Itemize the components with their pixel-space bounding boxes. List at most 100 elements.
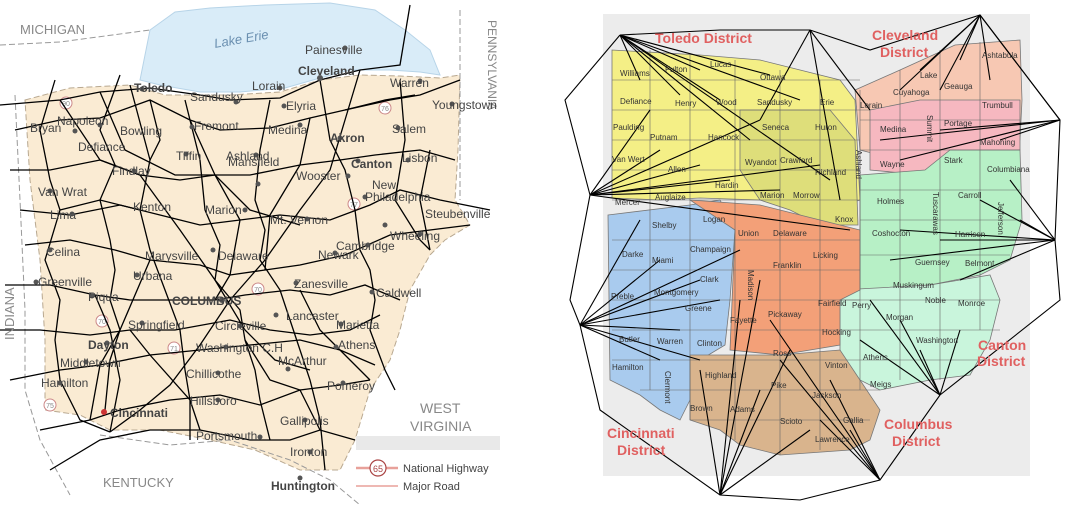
right-ohio-district-map: Toledo District Cleveland District Cinci… bbox=[564, 14, 1061, 501]
city-label: Kenton bbox=[133, 200, 171, 214]
county-label: Paulding bbox=[613, 123, 644, 132]
county-label: Gallia bbox=[843, 416, 864, 425]
county-label: Hocking bbox=[822, 328, 851, 337]
county-label: Champaign bbox=[690, 245, 731, 254]
svg-text:71: 71 bbox=[170, 346, 178, 353]
city-label: Lancaster bbox=[286, 309, 339, 323]
county-label: Williams bbox=[620, 69, 650, 78]
county-label: Holmes bbox=[877, 197, 904, 206]
county-label: Madison bbox=[746, 270, 755, 300]
county-label: Monroe bbox=[958, 299, 986, 308]
county-label: Jackson bbox=[812, 391, 841, 400]
county-label: Marion bbox=[760, 191, 784, 200]
county-label: Geauga bbox=[944, 82, 973, 91]
county-label: Ross bbox=[773, 349, 791, 358]
county-label: Highland bbox=[705, 371, 737, 380]
county-label: Ashtabula bbox=[982, 51, 1018, 60]
city-label: Urbana bbox=[133, 269, 173, 283]
svg-text:76: 76 bbox=[381, 106, 389, 113]
state-label-kentucky: KENTUCKY bbox=[103, 475, 174, 490]
city-label: Greenville bbox=[38, 275, 92, 289]
city-label: Huntington bbox=[271, 479, 335, 493]
county-label: Columbiana bbox=[987, 165, 1030, 174]
city-label: Wheeling bbox=[390, 229, 440, 243]
state-label-virginia: VIRGINIA bbox=[410, 418, 472, 434]
county-label: Fayette bbox=[730, 316, 757, 325]
county-label: Hardin bbox=[715, 181, 739, 190]
svg-text:90: 90 bbox=[62, 101, 70, 108]
county-label: Athens bbox=[863, 353, 888, 362]
county-label: Delaware bbox=[773, 229, 807, 238]
city-label: Ashland bbox=[226, 149, 269, 163]
county-label: Tuscarawas bbox=[931, 192, 940, 235]
city-label: Circleville bbox=[215, 319, 267, 333]
state-label-pennsylvania: PENNSYLVANIA bbox=[485, 20, 499, 110]
left-ohio-road-map: 90 76 77 70 70 71 75 bbox=[0, 2, 500, 506]
county-label: Ottawa bbox=[760, 73, 786, 82]
county-label: Guernsey bbox=[915, 258, 950, 267]
city-label: Delaware bbox=[218, 249, 269, 263]
county-label: Sandusky bbox=[757, 98, 792, 107]
svg-text:70: 70 bbox=[254, 287, 262, 294]
county-label: Putnam bbox=[650, 133, 678, 142]
county-label: Miami bbox=[652, 256, 674, 265]
county-label: Stark bbox=[944, 156, 964, 165]
county-label: Morrow bbox=[793, 191, 820, 200]
city-label: Chillicothe bbox=[186, 367, 242, 381]
legend-shield: 65 bbox=[369, 459, 387, 477]
city-label: Steubenville bbox=[425, 207, 491, 221]
county-label: Ashland bbox=[854, 150, 863, 179]
route-shield-76: 76 bbox=[378, 101, 392, 115]
city-label: Athens bbox=[338, 338, 375, 352]
county-label: Van Wert bbox=[612, 155, 645, 164]
city-label: Pomeroy bbox=[327, 379, 375, 393]
county-label: Wayne bbox=[880, 160, 905, 169]
route-shield-70b: 70 bbox=[95, 314, 109, 328]
county-label: Adams bbox=[730, 405, 755, 414]
state-border-west bbox=[14, 94, 71, 496]
county-label: Portage bbox=[944, 119, 973, 128]
county-label: Licking bbox=[813, 251, 838, 260]
route-shield-75: 75 bbox=[43, 398, 57, 412]
city-label: Ironton bbox=[290, 445, 327, 459]
county-label: Clinton bbox=[697, 339, 722, 348]
city-label: Lorain bbox=[252, 79, 285, 93]
city-label: Dayton bbox=[88, 338, 129, 352]
county-label: Cuyahoga bbox=[893, 88, 930, 97]
city-label: Hillsboro bbox=[190, 394, 237, 408]
county-label: Warren bbox=[657, 337, 683, 346]
city-label: Philadelphia bbox=[365, 190, 431, 204]
county-label: Perry bbox=[852, 301, 871, 310]
state-label-indiana: INDIANA bbox=[2, 287, 17, 340]
city-label: Hamilton bbox=[41, 376, 88, 390]
city-label: Middletown bbox=[60, 356, 121, 370]
county-label: Medina bbox=[880, 125, 907, 134]
state-border-north bbox=[0, 29, 151, 46]
county-label: Jefferson bbox=[996, 202, 1005, 235]
county-label: Preble bbox=[611, 292, 635, 301]
legend-national-highway-label: National Highway bbox=[403, 463, 489, 475]
columbus-district-tan bbox=[689, 349, 881, 456]
district-label-cincinnati-2: District bbox=[617, 442, 666, 458]
city-label: Canton bbox=[351, 157, 392, 171]
city-label: Salem bbox=[392, 122, 426, 136]
city-label: Tiffin bbox=[176, 149, 201, 163]
city-label: Warren bbox=[390, 76, 429, 90]
city-label: Celina bbox=[46, 245, 80, 259]
city-label: Findlay bbox=[112, 164, 151, 178]
city-label: Mt. Vernon bbox=[270, 213, 328, 227]
city-label: Marion bbox=[205, 203, 242, 217]
city-label: Washington C.H bbox=[196, 341, 283, 355]
city-label: Marietta bbox=[336, 318, 380, 332]
county-label: Lawrence bbox=[815, 435, 850, 444]
county-label: Mahoning bbox=[980, 138, 1015, 147]
county-label: Fairfield bbox=[818, 299, 846, 308]
district-label-cleveland-2: District bbox=[880, 44, 929, 60]
svg-text:75: 75 bbox=[46, 403, 54, 410]
county-label: Harrison bbox=[955, 230, 985, 239]
county-label: Butler bbox=[619, 335, 640, 344]
city-label: Gallipolis bbox=[280, 414, 329, 428]
county-label: Meigs bbox=[870, 380, 891, 389]
county-label: Belmont bbox=[965, 259, 995, 268]
